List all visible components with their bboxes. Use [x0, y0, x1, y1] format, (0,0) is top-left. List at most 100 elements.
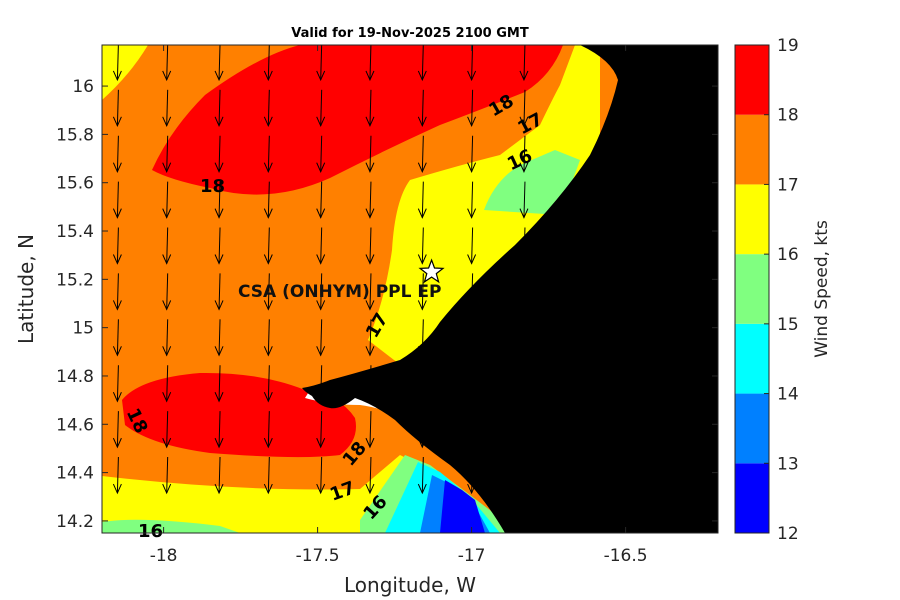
- wind-arrow: [214, 89, 224, 128]
- colorbar-tick-label: 13: [777, 454, 799, 474]
- colorbar-band: [735, 393, 769, 464]
- y-tick-label: 14.4: [56, 464, 94, 484]
- site-star-icon: [418, 258, 445, 284]
- y-axis: 14.2 14.4 14.6 14.8 15 15.2 15.4 15.6 15.8 16: [56, 77, 718, 532]
- y-tick-label: 14.2: [56, 512, 94, 532]
- wind-arrow: [365, 227, 375, 265]
- colorbar-band: [735, 254, 769, 324]
- wind-arrow: [316, 89, 326, 128]
- wind-arrow: [214, 135, 224, 173]
- wind-arrow: [112, 319, 122, 357]
- wind-arrow: [214, 411, 224, 449]
- wind-arrow: [214, 181, 224, 219]
- colorbar-band: [735, 45, 769, 115]
- wind-arrow: [162, 457, 172, 495]
- y-tick-label: 15.4: [56, 222, 94, 242]
- wind-arrow: [417, 181, 427, 219]
- colorbar-band: [735, 114, 769, 185]
- x-axis-label: Longitude, W: [344, 573, 476, 597]
- wind-arrow: [112, 135, 122, 173]
- plot-area: [102, 45, 718, 533]
- wind-arrow: [263, 89, 273, 128]
- colorbar-band: [735, 323, 769, 394]
- wind-arrow: [112, 227, 122, 265]
- wind-arrow: [467, 89, 477, 128]
- y-tick-label: 16: [72, 77, 94, 97]
- wind-arrow: [519, 89, 529, 128]
- y-tick-label: 15: [72, 319, 94, 339]
- wind-arrow: [214, 457, 224, 495]
- x-axis: -18 -17.5 -17 -16.5: [150, 45, 648, 566]
- y-tick-label: 15.6: [56, 174, 94, 194]
- colorbar-band: [735, 463, 769, 533]
- colorbar-tick-label: 14: [777, 385, 799, 405]
- wind-arrow: [214, 365, 224, 403]
- wind-arrow: [519, 45, 529, 82]
- wind-arrow: [162, 45, 172, 82]
- wind-arrow: [214, 227, 224, 265]
- x-tick-label: -16.5: [604, 546, 648, 566]
- wind-arrow: [316, 135, 326, 173]
- wind-arrow: [417, 135, 427, 173]
- wind-arrow: [214, 45, 224, 82]
- colorbar-tick-label: 15: [777, 315, 799, 335]
- wind-arrow: [316, 45, 326, 82]
- wind-arrow: [214, 273, 224, 311]
- site-label: CSA (ONHYM) PPL EP: [238, 282, 441, 302]
- wind-arrow: [417, 227, 427, 265]
- wind-arrow: [417, 45, 427, 82]
- wind-arrow: [417, 89, 427, 128]
- colorbar-tick-label: 17: [777, 175, 799, 195]
- land-mass: [302, 45, 718, 533]
- wind-arrow: [365, 89, 375, 128]
- y-axis-label: Latitude, N: [14, 234, 38, 344]
- y-tick-label: 15.2: [56, 270, 94, 290]
- wind-arrow: [263, 181, 273, 219]
- wind-arrow: [162, 89, 172, 128]
- wind-arrow: [263, 45, 273, 82]
- colorbar-tick-label: 18: [777, 106, 799, 126]
- band-15-16-east: [484, 150, 580, 215]
- band-16-17-northwest: [102, 45, 148, 100]
- x-tick-label: -18: [150, 546, 178, 566]
- wind-arrow: [162, 319, 172, 357]
- wind-arrow: [263, 365, 273, 403]
- wind-arrow: [162, 411, 172, 449]
- wind-arrow: [365, 181, 375, 219]
- wind-arrow: [365, 319, 375, 357]
- wind-arrow: [112, 181, 122, 219]
- band-18-19-south: [122, 372, 356, 458]
- wind-arrow: [365, 273, 375, 311]
- wind-arrow: [112, 457, 122, 495]
- colorbar-tick-label: 16: [777, 245, 799, 265]
- band-15-16-southwest: [102, 519, 240, 533]
- wind-arrow: [417, 457, 427, 495]
- band-12-13: [440, 480, 485, 533]
- colorbar: 12 13 14 15 16 17 18 19: [734, 36, 799, 544]
- wind-arrow: [112, 45, 122, 82]
- wind-arrow: [263, 457, 273, 495]
- y-tick-label: 14.8: [56, 367, 94, 387]
- wind-arrow: [467, 45, 477, 82]
- wind-arrow: [417, 273, 427, 311]
- wind-arrow: [365, 135, 375, 173]
- y-tick-label: 15.8: [56, 125, 94, 145]
- wind-arrow: [316, 319, 326, 357]
- wind-arrow: [519, 181, 529, 219]
- wind-arrow: [519, 135, 529, 173]
- contour-label: 18: [200, 176, 225, 197]
- wind-arrow: [162, 181, 172, 219]
- wind-arrow: [263, 227, 273, 265]
- wind-arrow: [316, 227, 326, 265]
- wind-arrow: [162, 365, 172, 403]
- wind-arrow: [112, 89, 122, 128]
- x-tick-label: -17.5: [296, 546, 340, 566]
- wind-arrow: [316, 181, 326, 219]
- wind-arrow: [214, 319, 224, 357]
- wind-arrow: [263, 411, 273, 449]
- wind-arrow: [112, 365, 122, 403]
- wind-arrow: [316, 411, 326, 449]
- wind-arrow: [162, 227, 172, 265]
- contour-label: 16: [138, 521, 163, 542]
